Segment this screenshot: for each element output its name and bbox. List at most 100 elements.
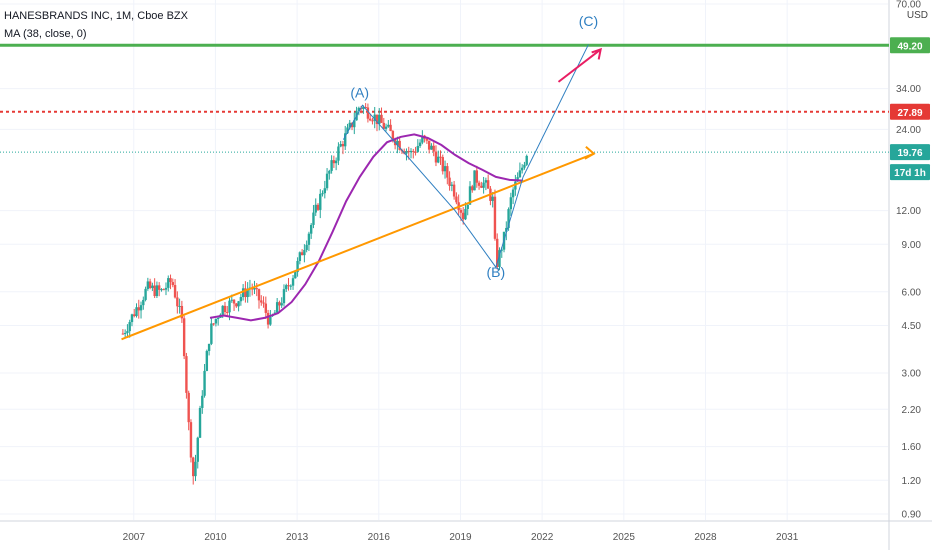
candle-body — [432, 145, 435, 152]
candle-body — [325, 173, 329, 189]
candle-body — [239, 297, 243, 302]
candle-body — [459, 209, 463, 213]
trendline — [121, 152, 595, 341]
candle-body — [305, 244, 308, 250]
candle-body — [223, 305, 227, 312]
candle-body — [398, 140, 401, 150]
candle-body — [498, 250, 501, 267]
candle-body — [341, 143, 345, 147]
x-tick-label: 2010 — [204, 532, 227, 543]
candle-body — [509, 197, 513, 210]
candle-body — [357, 107, 361, 112]
candle-body — [407, 150, 410, 153]
candle-body — [511, 189, 515, 198]
projection-arrowhead — [591, 47, 602, 60]
candle-body — [378, 114, 381, 125]
candle-body — [493, 196, 497, 239]
candle-body — [221, 305, 224, 315]
level-badge-mid-label: 27.89 — [897, 108, 922, 119]
candle-body — [328, 170, 331, 174]
candle-body — [146, 281, 150, 289]
candle-body — [371, 120, 374, 122]
candle-body — [505, 227, 508, 232]
candle-body — [312, 212, 315, 225]
candlestick-series — [121, 103, 528, 485]
candle-body — [418, 142, 422, 147]
candle-body — [344, 133, 347, 147]
level-badge-current-label: 19.76 — [897, 148, 922, 159]
candle-body — [164, 287, 168, 290]
candle-body — [264, 303, 268, 313]
candle-body — [260, 300, 263, 303]
candle-body — [316, 204, 320, 210]
y-tick-label: 2.20 — [902, 405, 922, 416]
candle-body — [262, 302, 265, 304]
candle-body — [230, 299, 233, 301]
candle-body — [307, 233, 311, 245]
candle-body — [387, 124, 390, 127]
countdown-badge-label: 17d 1h — [894, 168, 926, 179]
candle-body — [126, 331, 129, 333]
x-tick-label: 2031 — [776, 532, 799, 543]
candle-body — [391, 131, 395, 140]
candle-body — [364, 107, 367, 109]
overlay-lines — [121, 44, 602, 341]
candle-body — [257, 289, 261, 301]
y-tick-label: 4.50 — [902, 321, 922, 332]
candle-body — [189, 422, 193, 458]
candle-body — [309, 224, 313, 234]
candle-body — [178, 305, 181, 307]
candle-body — [187, 392, 190, 423]
candle-body — [232, 299, 236, 304]
level-badge-top-label: 49.20 — [897, 41, 922, 52]
candle-body — [241, 288, 245, 298]
candle-body — [196, 437, 199, 462]
projection-arrow — [557, 48, 602, 83]
candle-body — [480, 185, 483, 188]
candle-body — [155, 285, 159, 297]
indicator-legend[interactable]: MA (38, close, 0) — [4, 28, 87, 40]
candle-body — [144, 288, 147, 300]
candle-body — [207, 343, 211, 351]
x-tick-label: 2007 — [123, 532, 146, 543]
candle-body — [314, 204, 317, 213]
candle-body — [448, 177, 451, 186]
x-tick-label: 2022 — [531, 532, 554, 543]
candle-body — [464, 208, 467, 220]
candle-body — [455, 196, 458, 203]
candle-body — [412, 150, 415, 152]
y-tick-label: 70.00 — [896, 0, 921, 11]
candle-body — [280, 303, 283, 306]
candle-body — [194, 461, 197, 477]
candle-body — [269, 315, 272, 325]
candle-body — [235, 303, 238, 307]
candle-body — [366, 107, 370, 119]
candle-body — [275, 302, 279, 313]
candle-body — [434, 151, 438, 163]
candle-body — [291, 278, 295, 286]
countdown-badge — [890, 164, 930, 181]
candle-body — [477, 182, 481, 186]
candle-body — [396, 140, 399, 146]
candle-body — [192, 457, 195, 477]
level-badge-current — [890, 144, 930, 161]
candle-body — [484, 180, 488, 183]
candle-body — [130, 314, 134, 323]
candle-body — [246, 289, 249, 298]
candle-body — [216, 317, 220, 319]
candle-body — [167, 278, 170, 288]
candle-body — [353, 120, 356, 128]
candle-body — [203, 370, 206, 396]
candle-body — [278, 302, 281, 306]
wave-path — [342, 44, 589, 269]
candle-body — [210, 323, 213, 344]
candle-body — [339, 143, 342, 147]
candle-body — [475, 170, 479, 183]
candle-body — [334, 160, 338, 164]
candle-body — [201, 395, 204, 408]
candle-body — [421, 135, 424, 143]
candle-body — [427, 140, 431, 150]
wave-label: (B) — [487, 264, 506, 280]
